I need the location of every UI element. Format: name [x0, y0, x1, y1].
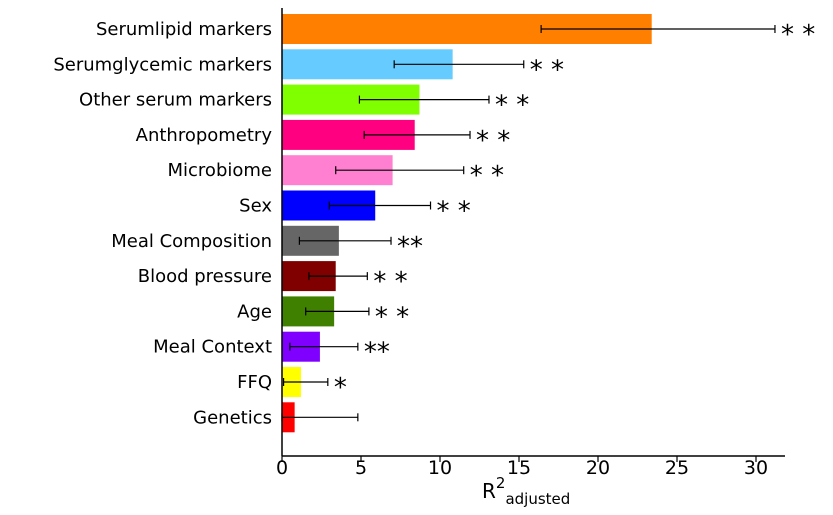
category-labels-layer: Serumlipid markers Serumglycemic markers O… [53, 19, 272, 428]
x-tick-label: 0 [276, 457, 288, 479]
x-tick-label: 10 [428, 457, 452, 479]
category-label: Serumlipid markers [96, 19, 272, 40]
significance-label: ** [364, 338, 390, 368]
category-label: Meal Context [153, 337, 272, 358]
x-axis-title: R2adjusted [482, 474, 570, 508]
significance-label: * * [530, 55, 564, 85]
x-tick-label: 25 [665, 457, 689, 479]
x-axis-title-main: R [482, 479, 496, 503]
significance-label: * * [470, 161, 504, 191]
significance-label: * * [375, 302, 409, 332]
x-tick-label: 15 [507, 457, 531, 479]
category-label: Meal Composition [111, 231, 272, 252]
significance-label: * * [373, 267, 407, 297]
category-label: Age [237, 301, 272, 322]
significance-label: ** [397, 232, 423, 262]
significance-label: * [334, 373, 347, 403]
significance-label: * * [437, 197, 471, 227]
significance-label: * * [781, 20, 815, 50]
x-tick-label: 20 [586, 457, 610, 479]
category-label: Microbiome [168, 160, 273, 181]
significance-label: * * [495, 91, 529, 121]
x-axis-title-sup: 2 [496, 474, 506, 492]
category-label: Anthropometry [136, 125, 273, 146]
category-label: Genetics [193, 407, 272, 428]
category-label: Blood pressure [138, 266, 272, 287]
category-label: Sex [239, 196, 272, 217]
category-label: Serumglycemic markers [53, 54, 272, 75]
error-bars-layer [281, 25, 776, 422]
category-label: FFQ [237, 372, 272, 393]
x-tick-label: 5 [355, 457, 367, 479]
x-ticks-layer: 0 5 10 15 20 25 30 [276, 456, 768, 479]
x-tick-label: 30 [744, 457, 768, 479]
x-axis-title-sub: adjusted [505, 490, 570, 508]
significance-label: * * [476, 126, 510, 156]
category-label: Other serum markers [79, 90, 272, 111]
significance-layer: * ** ** ** ** ** **** ** **** [334, 20, 815, 403]
